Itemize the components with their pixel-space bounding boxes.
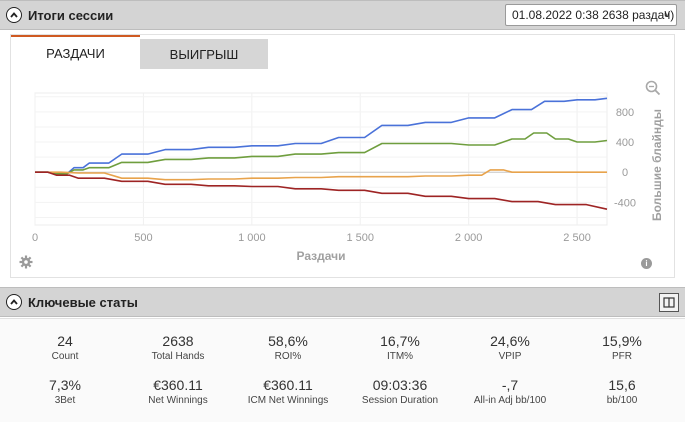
panel-toggle-icon — [663, 297, 675, 308]
series-line-2 — [35, 169, 607, 181]
x-axis-label: Раздачи — [297, 249, 346, 263]
series-line-3 — [35, 171, 608, 210]
stat-label: ICM Net Winnings — [247, 395, 329, 406]
stat-item: 15,6 bb/100 — [567, 377, 677, 406]
session-summary-header: Итоги сессии 01.08.2022 0:38 2638 раздач… — [0, 0, 685, 30]
session-select-value: 01.08.2022 0:38 2638 раздач) — [512, 8, 675, 22]
chevron-up-icon — [10, 299, 18, 305]
stat-item: 24,6% VPIP — [455, 333, 565, 362]
stat-item: €360.11 ICM Net Winnings — [233, 377, 343, 406]
stat-item: 09:03:36 Session Duration — [345, 377, 455, 406]
stat-label: 3Bet — [54, 395, 76, 406]
stat-value: €360.11 — [153, 377, 203, 393]
y-tick-label: 800 — [616, 107, 634, 119]
x-tick-label: 0 — [32, 232, 38, 244]
tab-hands[interactable]: РАЗДАЧИ — [11, 35, 140, 69]
collapse-stats-button[interactable] — [6, 294, 22, 310]
stat-label: PFR — [612, 351, 632, 362]
chart-card: РАЗДАЧИ ВЫИГРЫШ 0 500 1 000 1 500 2 000 2 500… — [10, 34, 675, 278]
stat-label: VPIP — [498, 351, 522, 362]
stat-value: -,7 — [501, 377, 519, 393]
stat-label: bb/100 — [606, 395, 638, 406]
tab-winnings[interactable]: ВЫИГРЫШ — [140, 39, 268, 69]
key-stats-header: Ключевые статы — [0, 287, 685, 317]
stat-value: 15,6 — [608, 377, 636, 393]
stat-item: 16,7% ITM% — [345, 333, 455, 362]
zoom-icon[interactable] — [645, 80, 661, 96]
stat-value: 7,3% — [49, 377, 81, 393]
y-axis-label: Большие блайнды — [650, 109, 664, 221]
chevron-up-icon — [10, 12, 18, 18]
chevron-down-icon: v — [664, 8, 671, 20]
series-line-0 — [35, 97, 608, 175]
stat-item: 15,9% PFR — [567, 333, 677, 362]
info-icon[interactable]: i — [641, 258, 652, 269]
key-stats-grid: 24 Count 2638 Total Hands 58,6% ROI% 16,7% ITM%… — [0, 318, 685, 422]
y-tick-label: 0 — [622, 167, 628, 179]
x-tick-label: 2 000 — [455, 232, 483, 244]
stat-item: 58,6% ROI% — [233, 333, 343, 362]
line-chart: 0 500 1 000 1 500 2 000 2 500 800 400 0 -400 Разда… — [32, 92, 664, 263]
x-tick-label: 500 — [134, 232, 152, 244]
stat-item: -,7 All-in Adj bb/100 — [455, 377, 565, 406]
stat-label: Total Hands — [151, 351, 205, 362]
plot-area — [34, 92, 608, 226]
stat-label: All-in Adj bb/100 — [473, 395, 547, 406]
stat-value: 58,6% — [268, 333, 308, 349]
stat-value: €360.11 — [263, 377, 313, 393]
stat-value: 15,9% — [602, 333, 642, 349]
stat-label: Session Duration — [361, 395, 439, 406]
stat-label: Count — [51, 351, 79, 362]
session-select[interactable]: 01.08.2022 0:38 2638 раздач) v — [505, 4, 677, 26]
stat-label: ROI% — [274, 351, 302, 362]
stat-label: Net Winnings — [148, 395, 208, 406]
y-tick-label: -400 — [614, 197, 636, 209]
stat-value: 09:03:36 — [372, 377, 428, 393]
stat-value: 24,6% — [490, 333, 530, 349]
session-summary-title: Итоги сессии — [28, 8, 114, 23]
x-tick-label: 2 500 — [563, 232, 591, 244]
x-tick-label: 1 500 — [346, 232, 374, 244]
stat-value: 16,7% — [380, 333, 420, 349]
y-tick-label: 400 — [616, 137, 634, 149]
key-stats-title: Ключевые статы — [28, 295, 138, 310]
panel-toggle-button[interactable] — [659, 293, 679, 312]
stat-value: 24 — [57, 333, 73, 349]
stat-item: 2638 Total Hands — [123, 333, 233, 362]
x-tick-label: 1 000 — [238, 232, 266, 244]
stat-item: €360.11 Net Winnings — [123, 377, 233, 406]
series-line-1 — [35, 132, 608, 175]
stat-value: 2638 — [162, 333, 194, 349]
stat-item: 24 Count — [10, 333, 120, 362]
stat-item: 7,3% 3Bet — [10, 377, 120, 406]
gear-icon[interactable] — [19, 255, 33, 269]
stat-label: ITM% — [386, 351, 414, 362]
collapse-session-button[interactable] — [6, 7, 22, 23]
